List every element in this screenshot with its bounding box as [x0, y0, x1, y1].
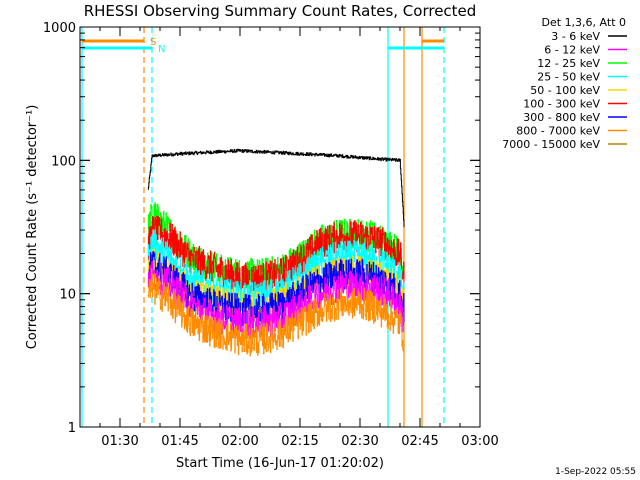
x-tick-label: 03:00 — [461, 434, 498, 449]
legend-title: Det 1,3,6, Att 0 — [542, 16, 626, 29]
legend-label: 100 - 300 keV — [523, 98, 600, 111]
flag-label-s: S — [150, 37, 156, 48]
series-line-3-6-kev — [147, 148, 405, 228]
flag-label-n: N — [158, 44, 165, 55]
legend-label: 300 - 800 keV — [523, 111, 600, 124]
x-axis-label: Start Time (16-Jun-17 01:20:02) — [176, 456, 384, 471]
x-tick-label: 02:30 — [341, 434, 378, 449]
legend-label: 3 - 6 keV — [551, 30, 600, 43]
series-line-6-12-kev — [147, 260, 405, 339]
legend-label: 25 - 50 keV — [537, 71, 600, 84]
y-tick-label: 1 — [68, 421, 76, 436]
x-tick-label: 02:15 — [281, 434, 318, 449]
legend-label: 6 - 12 keV — [544, 44, 600, 57]
series-line-800-7000-kev — [147, 273, 405, 357]
x-tick-label: 02:45 — [401, 434, 438, 449]
legend-label: 50 - 100 keV — [530, 84, 600, 97]
generated-date: 1-Sep-2022 05:55 — [555, 467, 636, 477]
x-tick-label: 02:00 — [221, 434, 258, 449]
y-tick-label: 10 — [59, 288, 76, 303]
legend-label: 800 - 7000 keV — [516, 125, 600, 138]
chart-title: RHESSI Observing Summary Count Rates, Co… — [84, 2, 477, 20]
plot-area: SN — [81, 27, 445, 427]
y-tick-label: 100 — [51, 154, 76, 169]
x-tick-label: 01:30 — [101, 434, 138, 449]
y-axis: 1 10 100 1000 — [43, 21, 480, 436]
x-axis: 01:30 01:45 02:00 02:15 02:30 02:45 03:00 — [79, 27, 499, 449]
legend-label: 12 - 25 keV — [537, 57, 600, 70]
y-tick-label: 1000 — [43, 21, 76, 36]
legend-label: 7000 - 15000 keV — [502, 138, 600, 151]
x-tick-label: 01:45 — [161, 434, 198, 449]
y-axis-label: Corrected Count Rate (s⁻¹ detector⁻¹) — [25, 105, 40, 350]
